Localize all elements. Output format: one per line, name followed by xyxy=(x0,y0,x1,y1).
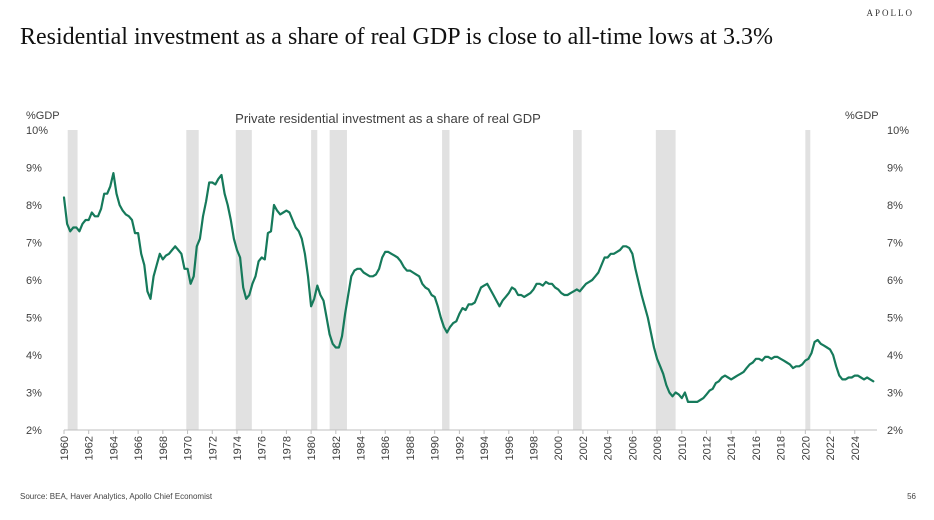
recession-band-4 xyxy=(329,130,347,430)
x-tick-1984: 1984 xyxy=(356,436,368,460)
recession-band-5 xyxy=(442,130,450,430)
y-axis-label-left: %GDP xyxy=(26,110,60,122)
x-tick-1988: 1988 xyxy=(405,436,417,460)
y-tick-left-4: 4% xyxy=(26,350,42,362)
line-chart: Private residential investment as a shar… xyxy=(26,110,909,460)
x-tick-2018: 2018 xyxy=(776,436,788,460)
x-tick-1992: 1992 xyxy=(454,436,466,460)
recession-band-8 xyxy=(805,130,811,430)
y-tick-left-10: 10% xyxy=(26,125,48,137)
page-number: 56 xyxy=(907,492,916,501)
x-tick-2020: 2020 xyxy=(800,436,812,460)
y-tick-left-7: 7% xyxy=(26,238,42,250)
source-note: Source: BEA, Haver Analytics, Apollo Chi… xyxy=(20,492,213,501)
x-tick-1998: 1998 xyxy=(529,436,541,460)
x-tick-2008: 2008 xyxy=(652,436,664,460)
x-tick-2012: 2012 xyxy=(701,436,713,460)
y-tick-right-2: 2% xyxy=(887,425,903,437)
recession-band-3 xyxy=(311,130,318,430)
brand-logo-text: APOLLO xyxy=(866,8,914,18)
x-tick-1974: 1974 xyxy=(232,436,244,460)
y-tick-right-10: 10% xyxy=(887,125,909,137)
x-tick-1962: 1962 xyxy=(84,436,96,460)
x-tick-1968: 1968 xyxy=(158,436,170,460)
recession-band-6 xyxy=(573,130,582,430)
y-tick-right-8: 8% xyxy=(887,200,903,212)
x-tick-1996: 1996 xyxy=(504,436,516,460)
series-line-residential-investment xyxy=(62,172,875,403)
recession-band-7 xyxy=(655,130,676,430)
y-axis-right-ticks: 2% 3% 4% 5% 6% 7% 8% 9% 10% xyxy=(887,125,909,437)
y-tick-left-8: 8% xyxy=(26,200,42,212)
x-tick-2004: 2004 xyxy=(603,436,615,460)
y-axis-left-ticks: 2% 3% 4% 5% 6% 7% 8% 9% 10% xyxy=(26,125,48,437)
page-headline: Residential investment as a share of rea… xyxy=(20,24,773,50)
recession-bands xyxy=(67,130,811,430)
recession-band-2 xyxy=(235,130,252,430)
x-tick-2002: 2002 xyxy=(578,436,590,460)
x-tick-1966: 1966 xyxy=(133,436,145,460)
x-tick-2016: 2016 xyxy=(751,436,763,460)
x-tick-2022: 2022 xyxy=(825,436,837,460)
x-tick-1976: 1976 xyxy=(257,436,269,460)
y-tick-right-3: 3% xyxy=(887,388,903,400)
y-tick-right-9: 9% xyxy=(887,163,903,175)
y-tick-left-6: 6% xyxy=(26,275,42,287)
recession-band-0 xyxy=(67,130,78,430)
chart-title: Private residential investment as a shar… xyxy=(235,111,541,126)
x-tick-1986: 1986 xyxy=(380,436,392,460)
y-tick-right-5: 5% xyxy=(887,313,903,325)
x-tick-1964: 1964 xyxy=(108,436,120,460)
x-tick-1980: 1980 xyxy=(306,436,318,460)
x-tick-1990: 1990 xyxy=(430,436,442,460)
y-tick-right-7: 7% xyxy=(887,238,903,250)
y-tick-right-4: 4% xyxy=(887,350,903,362)
x-tick-2006: 2006 xyxy=(627,436,639,460)
x-tick-2010: 2010 xyxy=(677,436,689,460)
x-tick-1994: 1994 xyxy=(479,436,491,460)
x-tick-1960: 1960 xyxy=(59,436,71,460)
y-tick-left-2: 2% xyxy=(26,425,42,437)
y-tick-left-3: 3% xyxy=(26,388,42,400)
x-tick-1982: 1982 xyxy=(331,436,343,460)
x-tick-1972: 1972 xyxy=(207,436,219,460)
y-axis-label-right: %GDP xyxy=(845,110,879,122)
y-tick-left-5: 5% xyxy=(26,313,42,325)
x-axis-ticks: 1960 1962 1964 1966 1968 1970 1972 1974 1976 1978… xyxy=(59,430,862,460)
x-tick-2024: 2024 xyxy=(850,436,862,460)
x-tick-1970: 1970 xyxy=(183,436,195,460)
y-tick-left-9: 9% xyxy=(26,163,42,175)
x-tick-2014: 2014 xyxy=(726,436,738,460)
x-tick-2000: 2000 xyxy=(553,436,565,460)
x-tick-1978: 1978 xyxy=(281,436,293,460)
y-tick-right-6: 6% xyxy=(887,275,903,287)
